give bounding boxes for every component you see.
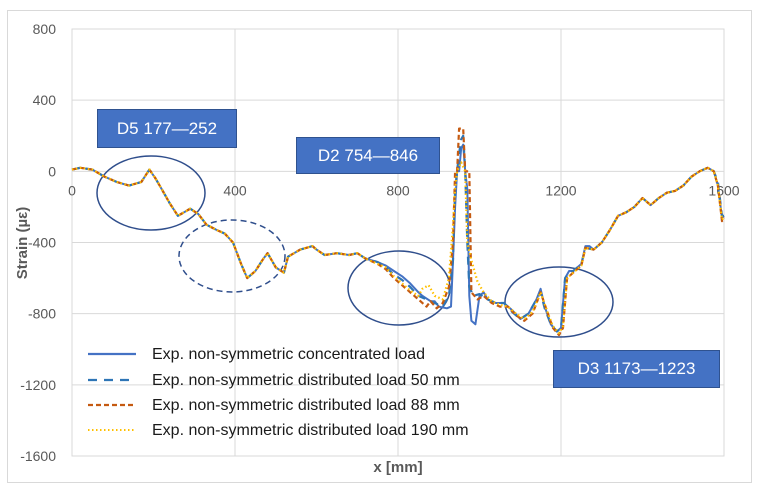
legend-label-concentrated: Exp. non-symmetric concentrated load <box>152 346 425 363</box>
x-axis-ticks: 0 400 800 1200 1600 <box>68 182 740 198</box>
y-axis-ticks: 800 400 0 -400 -800 -1200 -1600 <box>20 21 56 464</box>
legend-label-50mm: Exp. non-symmetric distributed load 50 m… <box>152 372 460 389</box>
y-axis-title: Strain (µε) <box>14 207 31 279</box>
x-tick-label: 400 <box>223 182 247 198</box>
y-tick-label: -800 <box>28 306 56 322</box>
legend: Exp. non-symmetric concentrated load Exp… <box>88 346 469 439</box>
x-tick-label: 1200 <box>545 182 576 198</box>
legend-label-190mm: Exp. non-symmetric distributed load 190 … <box>152 422 469 439</box>
x-axis-title: x [mm] <box>373 459 422 476</box>
series-line-3 <box>71 161 725 335</box>
d3-ellipse <box>504 266 614 338</box>
y-tick-label: 400 <box>33 92 57 108</box>
y-tick-label: 0 <box>48 163 56 179</box>
x-tick-label: 1600 <box>708 182 739 198</box>
d5-ellipse <box>96 155 206 231</box>
x-tick-label: 0 <box>68 182 76 198</box>
data-series <box>71 127 725 337</box>
y-tick-label: 800 <box>33 21 57 37</box>
y-tick-label: -1200 <box>20 377 56 393</box>
dashed-ellipse <box>178 219 286 293</box>
callout-d2: D2 754—846 <box>296 137 440 174</box>
x-tick-label: 800 <box>386 182 410 198</box>
legend-label-88mm: Exp. non-symmetric distributed load 88 m… <box>152 397 460 414</box>
callout-d5: D5 177—252 <box>97 109 237 148</box>
y-tick-label: -1600 <box>20 448 56 464</box>
y-tick-label: -400 <box>28 235 56 251</box>
callout-d3: D3 1173—1223 <box>553 350 720 388</box>
